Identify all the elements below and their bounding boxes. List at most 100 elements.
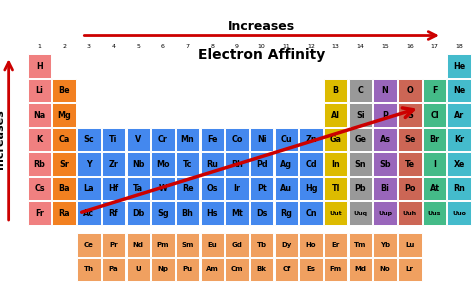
Bar: [250, 201, 273, 225]
Bar: [423, 177, 446, 200]
Bar: [374, 233, 397, 257]
Bar: [300, 258, 323, 281]
Text: S: S: [407, 111, 413, 120]
Bar: [374, 128, 397, 151]
Bar: [176, 201, 200, 225]
Text: Fm: Fm: [330, 266, 342, 273]
Bar: [77, 128, 100, 151]
Bar: [349, 153, 372, 176]
Text: Ca: Ca: [58, 135, 70, 144]
Bar: [201, 258, 224, 281]
Text: Sb: Sb: [379, 160, 391, 168]
Text: Tc: Tc: [183, 160, 192, 168]
Text: 3: 3: [87, 44, 91, 49]
Text: K: K: [36, 135, 43, 144]
Text: Rh: Rh: [231, 160, 243, 168]
Text: Fe: Fe: [207, 135, 218, 144]
Bar: [151, 258, 174, 281]
Text: Se: Se: [404, 135, 416, 144]
Bar: [28, 55, 51, 78]
Text: Ru: Ru: [206, 160, 218, 168]
Bar: [398, 177, 421, 200]
Text: Uus: Uus: [428, 211, 441, 216]
Text: B: B: [333, 86, 339, 95]
Text: Hg: Hg: [305, 184, 317, 193]
Text: 2: 2: [62, 44, 66, 49]
Text: Y: Y: [86, 160, 92, 168]
Text: Ti: Ti: [109, 135, 118, 144]
Bar: [398, 258, 421, 281]
Bar: [349, 258, 372, 281]
Bar: [250, 153, 273, 176]
Text: Tl: Tl: [331, 184, 340, 193]
Bar: [225, 128, 249, 151]
Bar: [324, 201, 347, 225]
Text: Tb: Tb: [256, 242, 267, 248]
Bar: [53, 103, 76, 127]
Bar: [28, 103, 51, 127]
Bar: [77, 258, 100, 281]
Bar: [225, 153, 249, 176]
Bar: [201, 153, 224, 176]
Text: No: No: [380, 266, 391, 273]
Text: As: As: [380, 135, 391, 144]
Bar: [300, 233, 323, 257]
Text: Np: Np: [157, 266, 168, 273]
Bar: [274, 153, 298, 176]
Bar: [28, 177, 51, 200]
Text: Ho: Ho: [306, 242, 316, 248]
Bar: [77, 201, 100, 225]
Bar: [447, 128, 471, 151]
Text: Sm: Sm: [182, 242, 194, 248]
Text: Co: Co: [231, 135, 243, 144]
Bar: [349, 233, 372, 257]
Text: Cs: Cs: [34, 184, 45, 193]
Bar: [274, 258, 298, 281]
Text: Po: Po: [404, 184, 416, 193]
Bar: [77, 153, 100, 176]
Text: Cl: Cl: [430, 111, 439, 120]
Text: 17: 17: [430, 44, 438, 49]
Bar: [127, 177, 150, 200]
Bar: [349, 128, 372, 151]
Bar: [151, 153, 174, 176]
Text: La: La: [83, 184, 94, 193]
Bar: [324, 128, 347, 151]
Text: Pb: Pb: [355, 184, 366, 193]
Bar: [300, 201, 323, 225]
Bar: [423, 79, 446, 102]
Text: Pt: Pt: [257, 184, 266, 193]
Text: Na: Na: [33, 111, 46, 120]
Text: Ac: Ac: [83, 209, 94, 218]
Text: Cu: Cu: [281, 135, 292, 144]
Text: Bk: Bk: [257, 266, 267, 273]
Bar: [398, 128, 421, 151]
Text: Pr: Pr: [109, 242, 118, 248]
Text: Bi: Bi: [381, 184, 390, 193]
Text: Cf: Cf: [282, 266, 291, 273]
Text: Ce: Ce: [84, 242, 94, 248]
Text: I: I: [433, 160, 436, 168]
Text: Sc: Sc: [83, 135, 94, 144]
Bar: [53, 128, 76, 151]
Text: Mo: Mo: [156, 160, 170, 168]
Bar: [423, 128, 446, 151]
Text: Zn: Zn: [305, 135, 317, 144]
Text: Increases: Increases: [0, 110, 5, 169]
Text: Er: Er: [332, 242, 340, 248]
Bar: [28, 153, 51, 176]
Text: Gd: Gd: [232, 242, 242, 248]
Text: Nb: Nb: [132, 160, 145, 168]
Text: Xe: Xe: [454, 160, 465, 168]
Text: Th: Th: [84, 266, 94, 273]
Text: At: At: [429, 184, 439, 193]
Bar: [151, 128, 174, 151]
Text: Rb: Rb: [34, 160, 46, 168]
Bar: [250, 258, 273, 281]
Text: 12: 12: [307, 44, 315, 49]
Bar: [300, 153, 323, 176]
Bar: [398, 233, 421, 257]
Bar: [28, 128, 51, 151]
Text: 16: 16: [406, 44, 414, 49]
Bar: [324, 103, 347, 127]
